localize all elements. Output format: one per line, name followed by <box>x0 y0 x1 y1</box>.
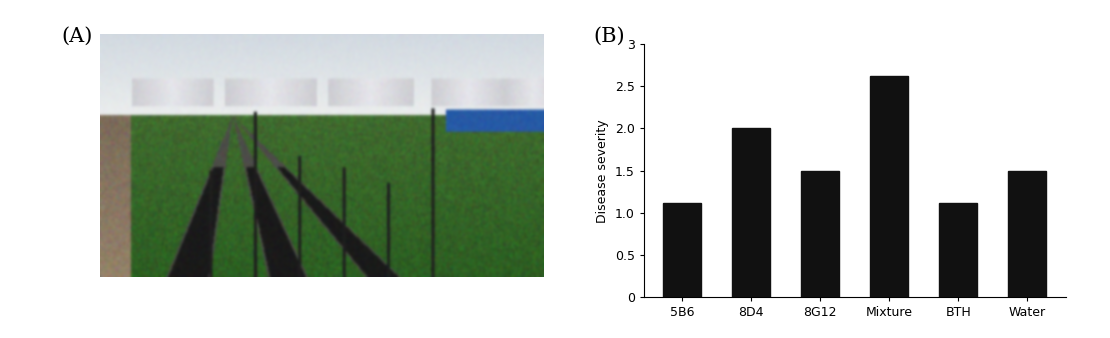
Bar <box>939 203 977 297</box>
Text: (B): (B) <box>594 27 625 46</box>
Bar <box>801 171 839 297</box>
Bar <box>1008 171 1047 297</box>
Bar <box>733 128 770 297</box>
Bar <box>663 203 702 297</box>
Y-axis label: Disease severity: Disease severity <box>596 119 609 222</box>
Text: (A): (A) <box>61 27 92 46</box>
Bar <box>870 76 908 297</box>
